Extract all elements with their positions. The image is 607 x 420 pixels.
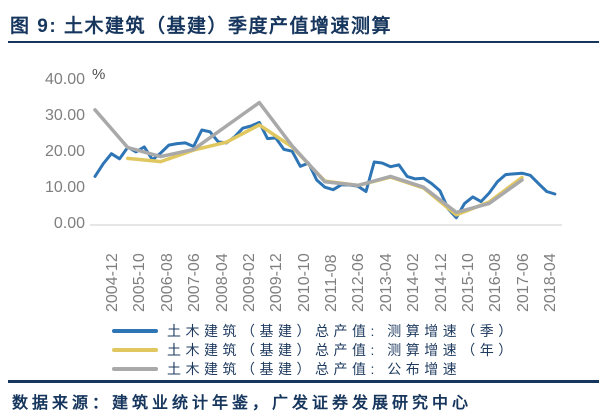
x-axis-label: 2010-10 xyxy=(295,253,313,312)
x-axis-label: 2015-10 xyxy=(459,253,477,312)
x-axis-label: 2004-12 xyxy=(104,253,121,312)
x-axis-label: 2012-06 xyxy=(350,253,368,312)
y-axis-label: 10.00 xyxy=(44,179,85,196)
chart-legend: 土木建筑（基建）总产值: 测算增速（季） 土木建筑（基建）总产值: 测算增速（年）… xyxy=(112,321,517,378)
x-axis-label: 2009-12 xyxy=(268,253,286,312)
published-growth-line xyxy=(93,100,524,215)
x-axis-label: 2011-08 xyxy=(323,254,340,312)
footer-divider xyxy=(8,380,599,383)
x-axis-label: 2006-08 xyxy=(158,253,176,312)
y-axis-label: 20.00 xyxy=(44,143,85,160)
x-axis-label: 2014-02 xyxy=(405,253,423,312)
legend-item-quarterly-estimated-growth: 土木建筑（基建）总产值: 测算增速（季） xyxy=(112,321,517,340)
legend-swatch xyxy=(112,347,158,352)
x-axis-label: 2016-08 xyxy=(487,253,505,312)
figure-title: 图 9: 土木建筑（基建）季度产值增速测算 xyxy=(10,16,392,37)
x-axis-label: 2018-04 xyxy=(542,253,559,312)
y-axis-label: 40.00 xyxy=(44,71,85,88)
legend-swatch xyxy=(112,328,158,333)
legend-label: 土木建筑（基建）总产值: 公布增速 xyxy=(167,360,462,377)
data-source-note: 数据来源：建筑业统计年鉴，广发证券发展研究中心 xyxy=(12,395,473,412)
x-axis-label: 2013-04 xyxy=(377,253,395,312)
y-axis-label: 0.00 xyxy=(53,215,85,232)
x-axis-label: 2007-06 xyxy=(186,253,204,312)
title-divider xyxy=(8,41,599,43)
x-axis-label: 2008-04 xyxy=(213,253,231,312)
legend-swatch xyxy=(112,366,158,371)
legend-label: 土木建筑（基建）总产值: 测算增速（季） xyxy=(167,322,517,339)
x-axis-label: 2009-02 xyxy=(240,253,258,312)
x-axis-label: 2005-10 xyxy=(131,253,149,312)
x-axis-label: 2014-12 xyxy=(432,253,450,312)
legend-item-annual-estimated-growth: 土木建筑（基建）总产值: 测算增速（年） xyxy=(112,340,517,359)
annual-estimated-growth-line xyxy=(126,123,524,217)
legend-item-published-growth: 土木建筑（基建）总产值: 公布增速 xyxy=(112,359,517,378)
y-axis-unit-label: % xyxy=(92,66,106,83)
y-axis-label: 30.00 xyxy=(44,107,85,124)
quarterly-estimated-growth-line xyxy=(93,120,557,220)
legend-label: 土木建筑（基建）总产值: 测算增速（年） xyxy=(167,341,517,358)
x-axis-label: 2017-06 xyxy=(514,253,532,312)
